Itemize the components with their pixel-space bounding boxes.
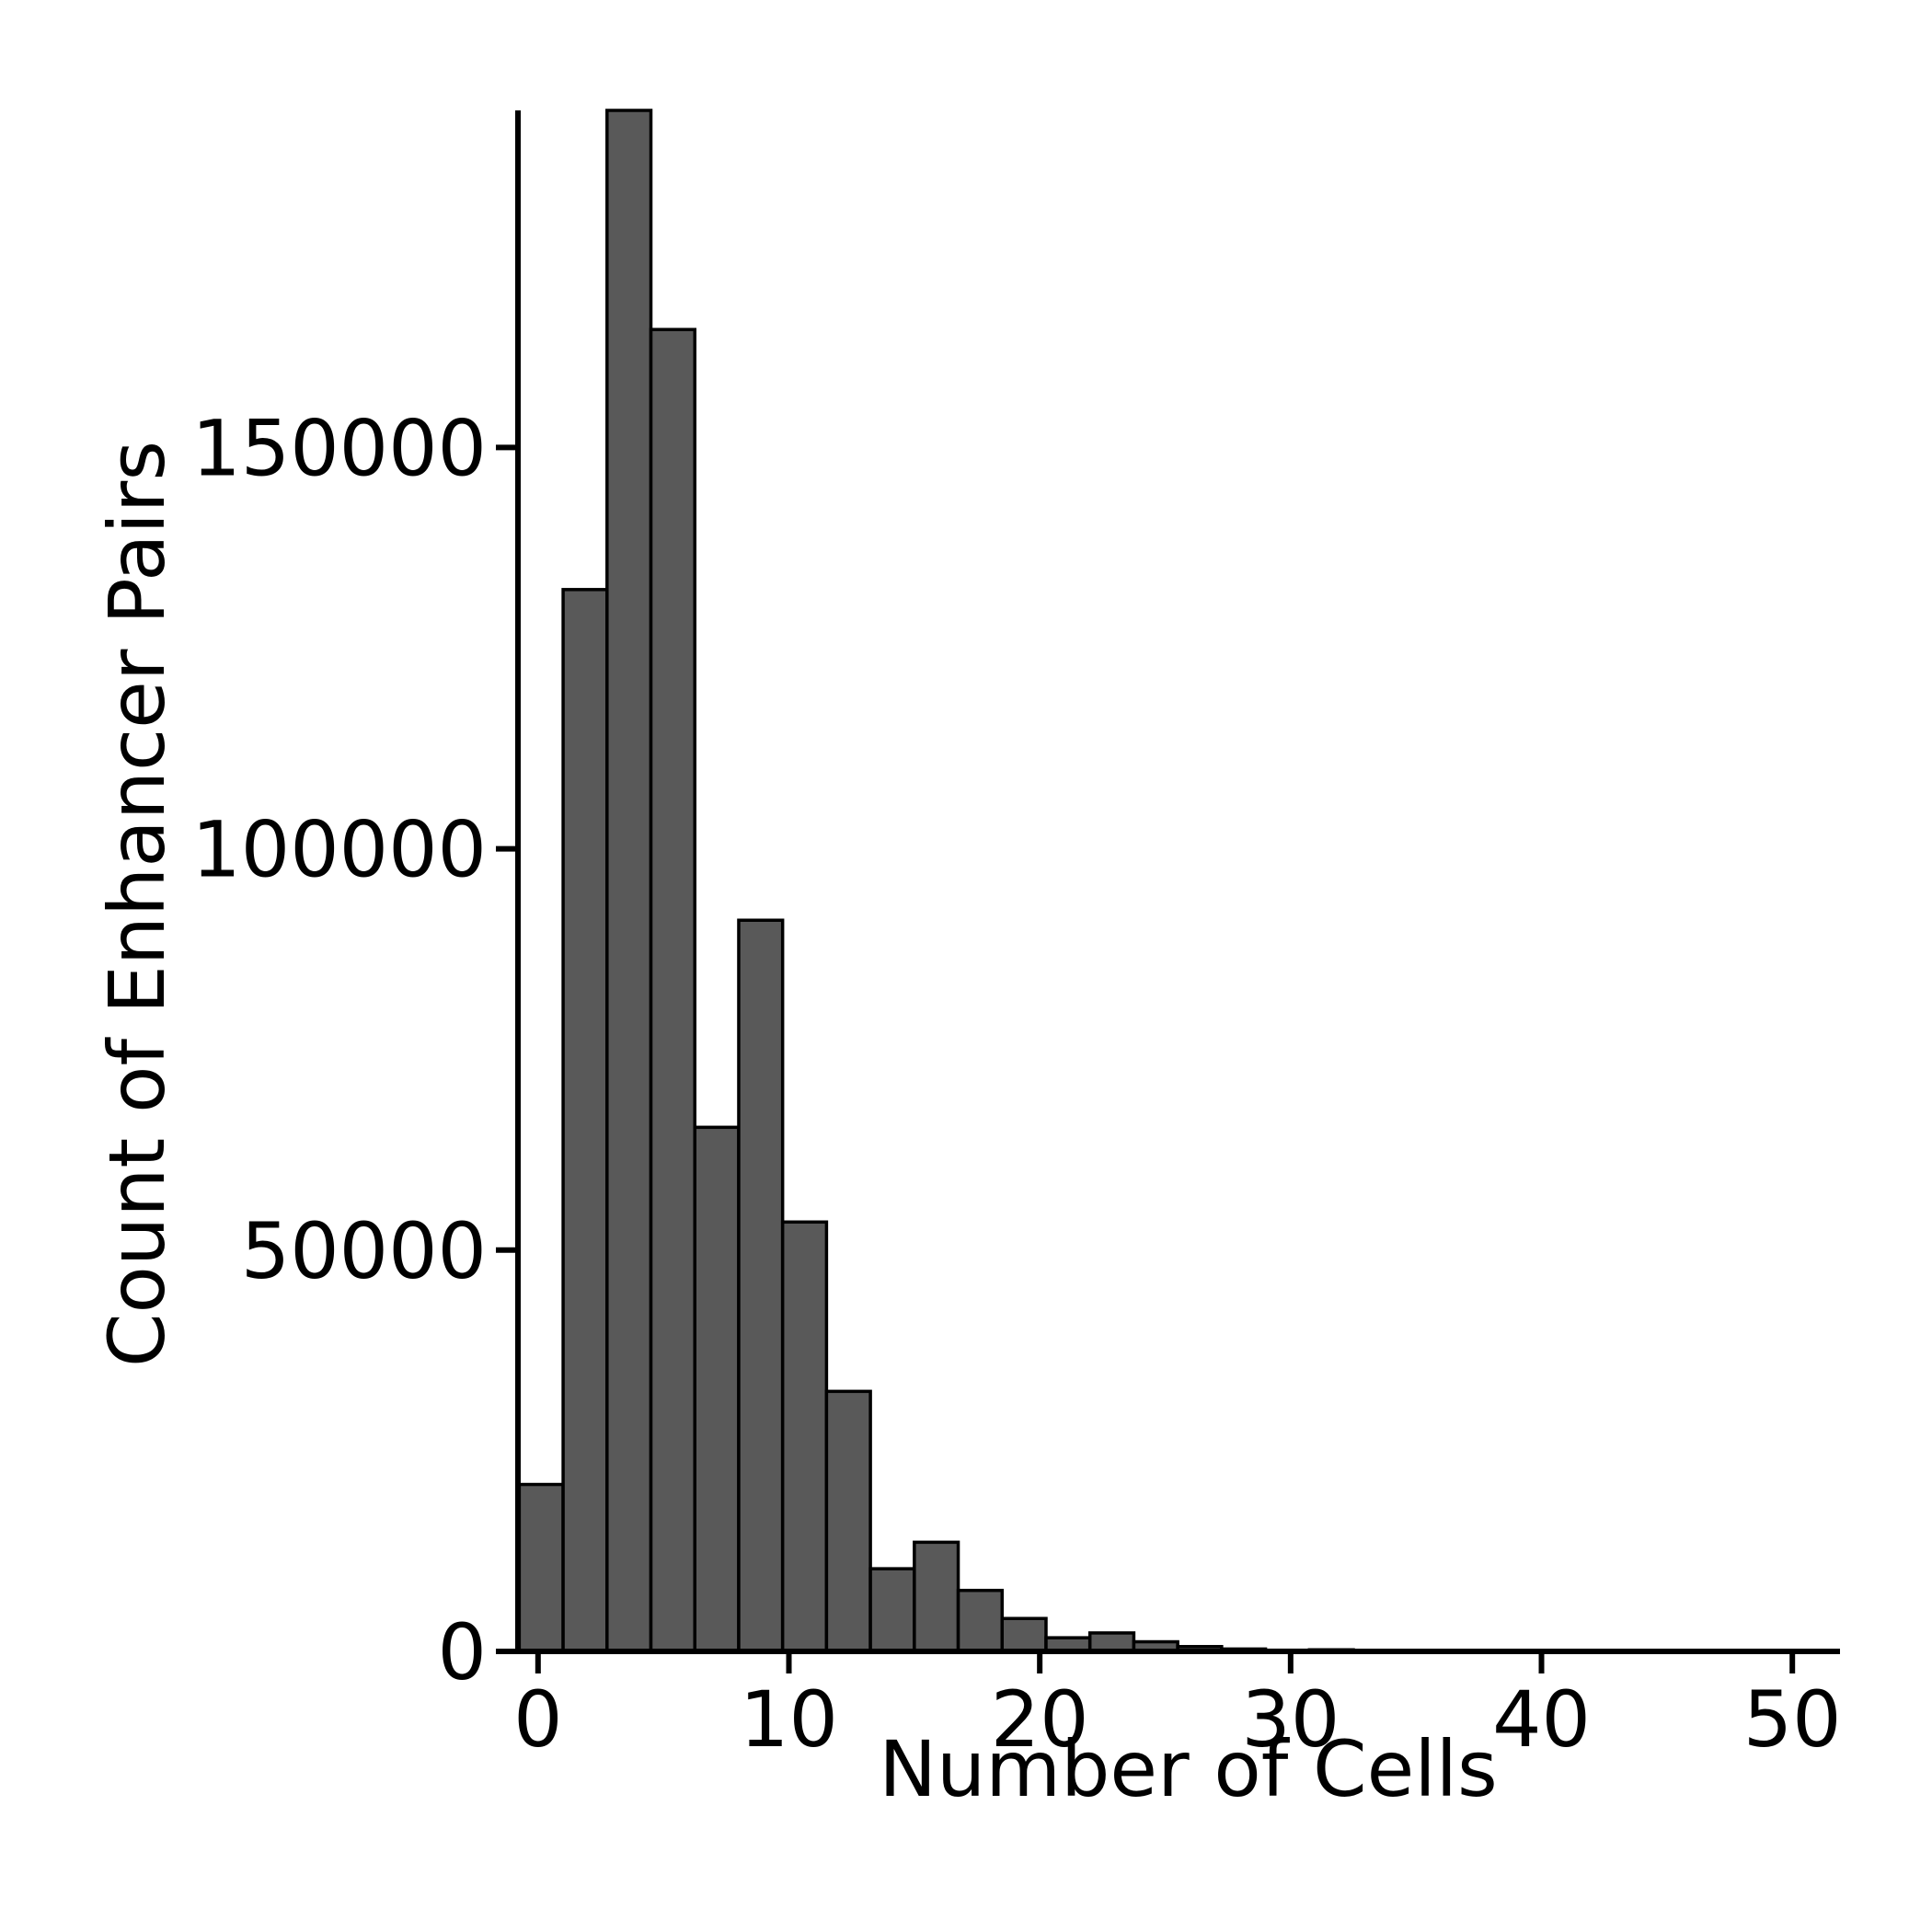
x-tick-label: 10	[740, 1674, 838, 1765]
histogram-bar	[1087, 1631, 1136, 1653]
histogram-bar	[913, 1540, 960, 1653]
x-tick-label: 30	[1241, 1674, 1340, 1765]
x-axis-ticks: 0 10 20 30 40 50	[513, 1651, 1842, 1765]
x-tick-label: 40	[1492, 1674, 1591, 1765]
histogram-bar	[693, 1125, 741, 1653]
x-tick-label: 50	[1743, 1674, 1842, 1765]
histogram-bar	[561, 588, 609, 1653]
x-tick-label: 20	[991, 1674, 1089, 1765]
histogram-bar	[605, 109, 653, 1653]
x-tick-label: 0	[513, 1674, 562, 1765]
histogram-bar	[824, 1389, 872, 1653]
histogram-bar	[649, 328, 696, 1653]
histogram-bar	[868, 1567, 916, 1653]
histogram-bars	[517, 109, 1794, 1653]
histogram-bar	[780, 1220, 829, 1653]
histogram-bar	[956, 1588, 1005, 1653]
y-axis-ticks: 0 50000 100000 150000	[191, 403, 518, 1697]
histogram-bar	[1000, 1616, 1048, 1653]
histogram-bar	[737, 918, 785, 1653]
y-tick-label: 50000	[241, 1206, 487, 1296]
y-axis-title: Count of Enhancer Pairs	[92, 441, 182, 1367]
y-tick-label: 0	[438, 1607, 487, 1697]
y-tick-label: 150000	[191, 403, 487, 493]
x-axis-title: Number of Cells	[879, 1724, 1498, 1814]
y-tick-label: 100000	[191, 805, 487, 895]
histogram-bar	[517, 1482, 565, 1653]
